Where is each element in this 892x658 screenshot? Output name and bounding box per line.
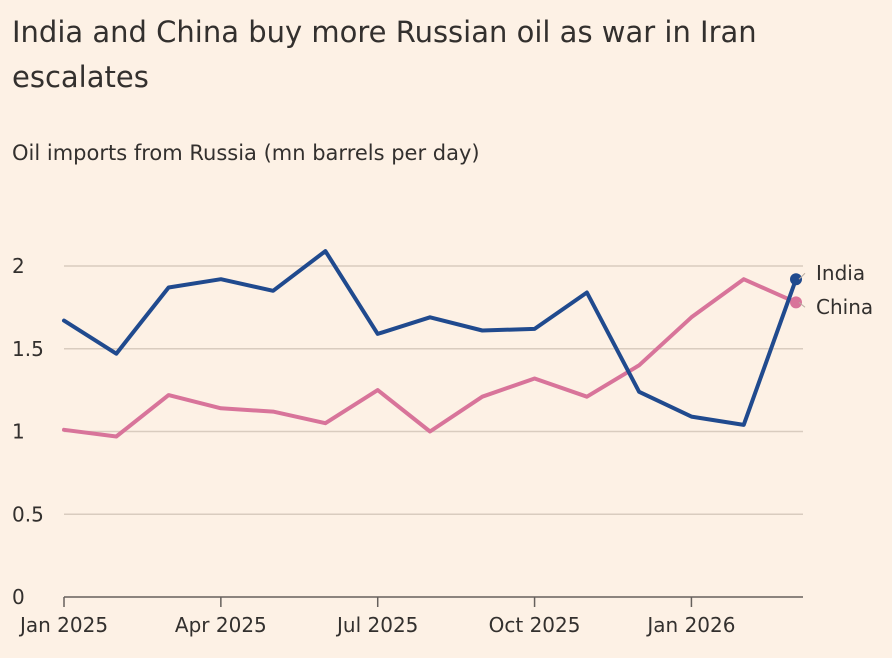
series-lines	[62, 249, 802, 439]
chart-subtitle: Oil imports from Russia (mn barrels per …	[12, 141, 480, 165]
legend-label-china: China	[816, 295, 873, 319]
gridlines	[64, 265, 803, 515]
x-tick-label: Jul 2025	[335, 613, 418, 637]
y-axis-labels: 0 0.5 1 1.5 2	[12, 254, 44, 609]
x-tick-label: Apr 2025	[175, 613, 267, 637]
x-tick-label: Oct 2025	[489, 613, 581, 637]
chart-title: India and China buy more Russian oil as …	[12, 15, 757, 94]
legend: India China	[798, 261, 873, 319]
legend-leader-china	[798, 302, 806, 308]
series-line-india	[62, 249, 798, 427]
legend-leader-india	[798, 272, 806, 280]
legend-label-india: India	[816, 261, 865, 285]
x-tick-label: Jan 2026	[645, 613, 735, 637]
end-marker-china	[790, 296, 802, 309]
end-marker-india	[790, 273, 802, 286]
y-tick-label: 1	[12, 420, 25, 444]
y-tick-label: 0.5	[12, 502, 44, 526]
x-axis: Jan 2025 Apr 2025 Jul 2025 Oct 2025 Jan 2026	[18, 596, 803, 637]
x-tick-label: Jan 2025	[18, 613, 108, 637]
y-tick-label: 2	[12, 254, 25, 278]
y-tick-label: 0	[12, 585, 25, 609]
series-line-china	[62, 277, 798, 439]
y-tick-label: 1.5	[12, 337, 44, 361]
